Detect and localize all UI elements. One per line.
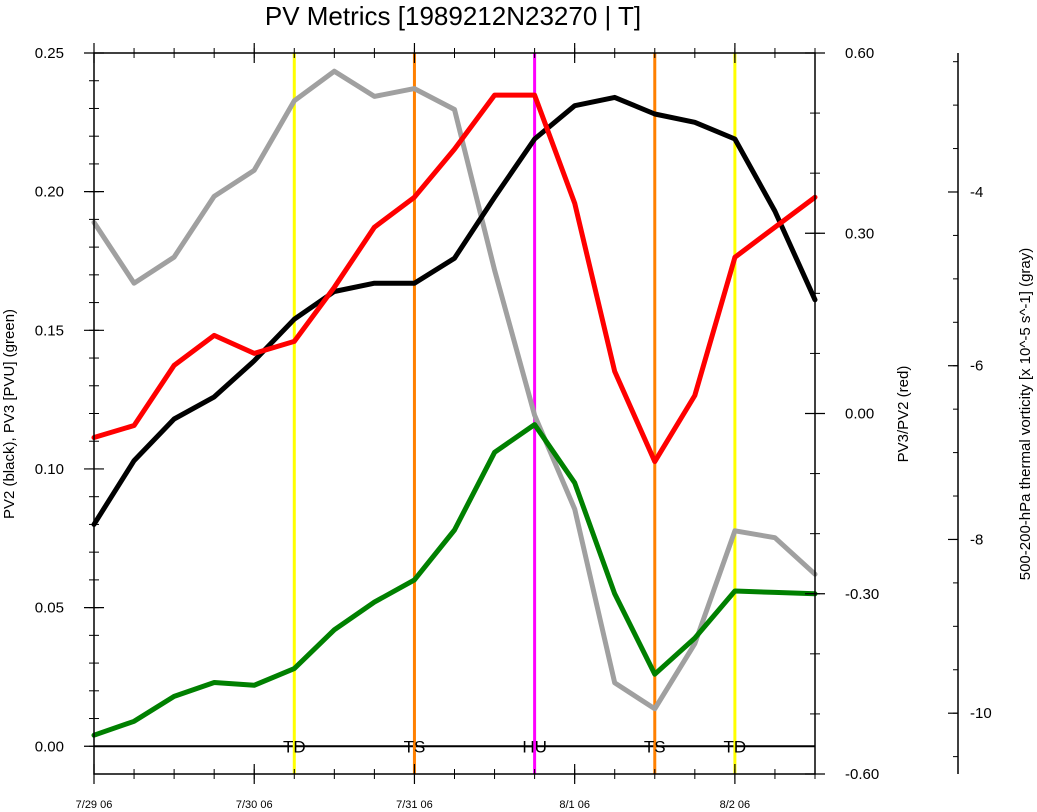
far-right-tick-label-2: -6	[970, 358, 983, 375]
right-tick-label-3: 0.30	[845, 225, 874, 242]
x-tick-label-4: 8/2 06	[720, 799, 751, 811]
left-tick-label-0: 0.00	[35, 738, 64, 755]
right-tick-label-2: 0.00	[845, 406, 874, 423]
series-line-pv2	[91, 94, 818, 527]
left-tick-label-5: 0.25	[35, 45, 64, 62]
series-line-thermal-vorticity	[91, 68, 818, 712]
far-right-tick-label-0: -10	[970, 705, 992, 722]
stage-label-4: TD	[724, 737, 747, 756]
series-line-pv3	[91, 422, 818, 738]
right-tick-label-0: -0.60	[845, 766, 879, 783]
x-tick-label-1: 7/30 06	[236, 799, 273, 811]
far-right-axis-title: 500-200-hPa thermal vorticity [x 10^-5 s…	[1017, 248, 1034, 581]
far-right-tick-label-3: -4	[970, 184, 983, 201]
right-axis-title: PV3/PV2 (red)	[895, 366, 912, 463]
left-tick-label-1: 0.05	[35, 600, 64, 617]
plot-frame	[93, 52, 816, 775]
stage-label-2: HU	[522, 737, 547, 756]
left-tick-label-3: 0.15	[35, 322, 64, 339]
far-right-tick-label-1: -8	[970, 531, 983, 548]
stage-label-3: TS	[644, 737, 666, 756]
stage-label-0: TD	[283, 737, 306, 756]
x-tick-label-3: 8/1 06	[559, 799, 590, 811]
x-tick-label-0: 7/29 06	[76, 799, 113, 811]
axes-layer: 0.00 0.05 0.10 0.15 0.20 0.25 -0.60 -0.30 0.00 0.…	[35, 43, 992, 811]
series-line-pv3-pv2	[91, 92, 818, 465]
plot-layer: TD TS HU TS TD	[91, 53, 818, 774]
right-tick-label-1: -0.30	[845, 586, 879, 603]
left-tick-label-2: 0.10	[35, 461, 64, 478]
left-axis-title: PV2 (black), PV3 [PVU] (green)	[1, 309, 18, 519]
left-tick-label-4: 0.20	[35, 184, 64, 201]
chart-title: PV Metrics [1989212N23270 | T]	[265, 1, 641, 31]
right-tick-label-4: 0.60	[845, 45, 874, 62]
x-tick-label-2: 7/31 06	[396, 799, 433, 811]
stage-label-1: TS	[404, 737, 426, 756]
